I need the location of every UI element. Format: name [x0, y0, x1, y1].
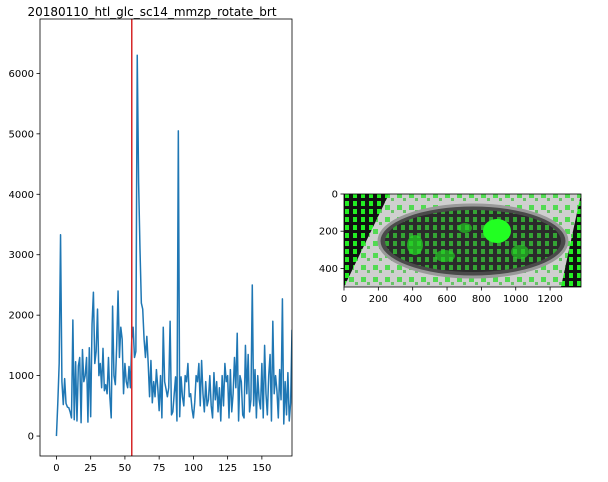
y-tick-label: 200 [319, 227, 338, 238]
x-tick-label: 1000 [503, 294, 528, 305]
x-tick-label: 0 [53, 463, 59, 474]
y-tick-label: 400 [319, 264, 338, 275]
x-tick-label: 600 [437, 294, 456, 305]
y-tick-label: 4000 [9, 190, 34, 201]
x-tick-label: 1200 [537, 294, 562, 305]
bright-spot [483, 219, 511, 243]
image-panel: 0 200 400 600 800 1000 1200 0 200 400 [319, 190, 582, 306]
series-line [55, 54, 292, 437]
plot-frame [39, 18, 293, 457]
y-tick-label: 0 [28, 432, 34, 443]
x-tick-label: 400 [403, 294, 422, 305]
x-tick-label: 100 [184, 463, 203, 474]
plot-area [55, 19, 292, 456]
line-chart: 20180110_htl_glc_sc14_mmzp_rotate_brt 0 2… [9, 5, 293, 474]
x-tick-label: 150 [252, 463, 271, 474]
x-tick-label: 50 [119, 463, 132, 474]
x-tick-label: 0 [341, 294, 347, 305]
x-tick-label: 125 [218, 463, 237, 474]
y-tick-label: 6000 [9, 69, 34, 80]
x-tick-label: 75 [153, 463, 166, 474]
y-tick-label: 0 [332, 190, 338, 201]
image-content [344, 194, 581, 287]
y-tick-label: 1000 [9, 371, 34, 382]
y-tick-label: 5000 [9, 129, 34, 140]
x-tick-label: 200 [369, 294, 388, 305]
image-frame [343, 193, 582, 288]
y-tick-label: 2000 [9, 311, 34, 322]
image-axis-ticks: 0 200 400 600 800 1000 1200 0 200 400 [319, 190, 563, 306]
axis-ticks: 0 25 50 75 100 125 150 0 1000 2000 3000 4000 5000 600… [9, 69, 272, 474]
x-tick-label: 800 [472, 294, 491, 305]
y-tick-label: 3000 [9, 250, 34, 261]
x-tick-label: 25 [84, 463, 97, 474]
chart-title: 20180110_htl_glc_sc14_mmzp_rotate_brt [27, 5, 276, 19]
